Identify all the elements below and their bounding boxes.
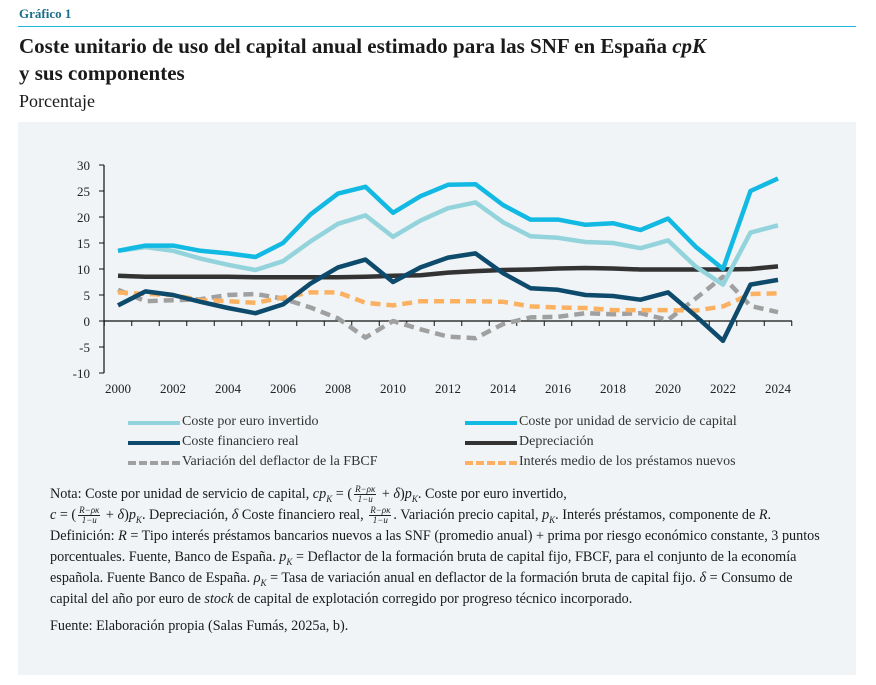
note-text: ( (347, 486, 353, 502)
legend-swatch (465, 461, 517, 465)
x-tick-label: 2018 (600, 381, 626, 396)
x-tick-label: 2006 (270, 381, 297, 396)
x-tick-label: 2016 (545, 381, 572, 396)
formula-symbol: ρ (253, 570, 261, 586)
legend-swatch (128, 441, 180, 445)
title-text-2: y sus componentes (19, 61, 185, 85)
formula-fraction: R−ρκ 1−u (354, 484, 377, 505)
legend-label: Variación del deflactor de la FBCF (182, 454, 378, 469)
formula-symbol: K (135, 514, 142, 525)
y-tick-label: 10 (77, 262, 90, 277)
note-text: . Definición: (50, 507, 772, 544)
formula-fraction: R−ρκ 1−u (369, 505, 392, 526)
legend-label: Coste por unidad de servicio de capital (519, 414, 737, 429)
x-tick-label: 2012 (435, 381, 461, 396)
formula-symbol: K (411, 493, 418, 504)
y-tick-label: 5 (84, 288, 91, 303)
series-line-2 (116, 251, 779, 344)
formula-symbol: p (279, 549, 287, 565)
figure-label: Gráfico 1 (19, 6, 72, 21)
formula-symbol: δ (117, 507, 125, 523)
line-chart: 30 25 20 15 10 5 0 -5 -10 2000 2002 2004 2006 2008 201… (73, 158, 793, 396)
formula-symbol: p (128, 507, 136, 523)
y-tick-label: -5 (79, 340, 90, 355)
x-tick-label: 2002 (160, 381, 186, 396)
y-tick-label: 20 (77, 210, 90, 225)
note-text: = Deflactor de la formación bruta de cap… (50, 549, 797, 586)
formula-symbol: K (326, 493, 333, 504)
note-text: . Interés préstamos, componente de (555, 507, 759, 523)
formula-symbol: δ (393, 486, 400, 502)
chart-subtitle: Porcentaje (19, 91, 95, 111)
legend-swatch (465, 441, 517, 445)
note-text: . Variación precio capital, (393, 507, 543, 523)
x-tick-label: 2000 (105, 381, 131, 396)
source-text: Fuente: Elaboración propia (Salas Fumás,… (50, 618, 349, 634)
formula-symbol: δ (699, 570, 707, 586)
x-tick-label: 2010 (380, 381, 406, 396)
formula-symbol: R (118, 528, 127, 544)
y-tick-label: 0 (84, 314, 91, 329)
note-text: ) (124, 507, 129, 523)
series-line-1 (117, 176, 779, 272)
legend-label: Interés medio de los préstamos nuevos (519, 454, 736, 469)
legend-swatch (128, 421, 180, 425)
chart-note: Nota: Coste por unidad de servicio de ca… (50, 484, 830, 610)
x-tick-label: 2024 (765, 381, 792, 396)
note-text: + (102, 507, 118, 523)
note-text: + (378, 486, 394, 502)
formula-symbol: K (260, 577, 267, 588)
formula-symbol: cp (312, 486, 327, 502)
y-tick-label: -10 (73, 366, 90, 381)
note-text: . Depreciación, (141, 507, 232, 523)
formula-symbol: R (758, 507, 768, 523)
formula-symbol: K (286, 556, 293, 567)
header-rule (18, 26, 856, 27)
notes-block: Nota: Coste por unidad de servicio de ca… (50, 484, 830, 637)
y-tick-label: 25 (77, 184, 90, 199)
title-text: Coste unitario de uso del capital anual … (19, 34, 673, 58)
formula-symbol: c (50, 507, 57, 523)
series-line-0 (117, 200, 779, 287)
note-text: = (56, 507, 72, 523)
formula-symbol: p (404, 486, 412, 502)
formula-symbol: δ (231, 507, 239, 523)
note-text: = Tipo interés préstamos bancarios nuevo… (50, 528, 820, 565)
y-tick-label: 15 (77, 236, 90, 251)
chart-title: Coste unitario de uso del capital anual … (19, 33, 706, 87)
note-text: . Coste por euro invertido, (417, 486, 567, 502)
x-tick-label: 2014 (490, 381, 517, 396)
series-line-3 (117, 264, 779, 280)
x-tick-label: 2020 (655, 381, 681, 396)
formula-symbol: p (542, 507, 550, 523)
series-line-4 (117, 274, 779, 341)
x-tick-label: 2008 (325, 381, 351, 396)
legend-label: Depreciación (519, 434, 594, 449)
legend-swatch (465, 421, 517, 425)
note-text: ( (71, 507, 77, 523)
note-text: Coste financiero real, (238, 507, 368, 523)
legend-label: Coste financiero real (182, 434, 299, 449)
x-tick-label: 2022 (710, 381, 736, 396)
legend-swatch (128, 461, 180, 465)
note-text: de capital de explotación corregido por … (233, 591, 633, 607)
note-text: = Consumo de capital del año por euro de (50, 570, 793, 607)
formula-symbol: K (549, 514, 556, 525)
note-text: = Tasa de variación anual en deflactor d… (266, 570, 700, 586)
note-text: = (332, 486, 348, 502)
note-text: Nota: Coste por unidad de servicio de ca… (50, 486, 313, 502)
y-tick-label: 30 (77, 158, 90, 173)
formula-symbol: stock (204, 591, 234, 607)
legend-label: Coste por euro invertido (182, 414, 319, 429)
title-symbol: cpK (672, 34, 707, 58)
formula-fraction: R−ρκ 1−u (78, 505, 101, 526)
note-text: ) (400, 486, 405, 502)
x-tick-label: 2004 (215, 381, 242, 396)
